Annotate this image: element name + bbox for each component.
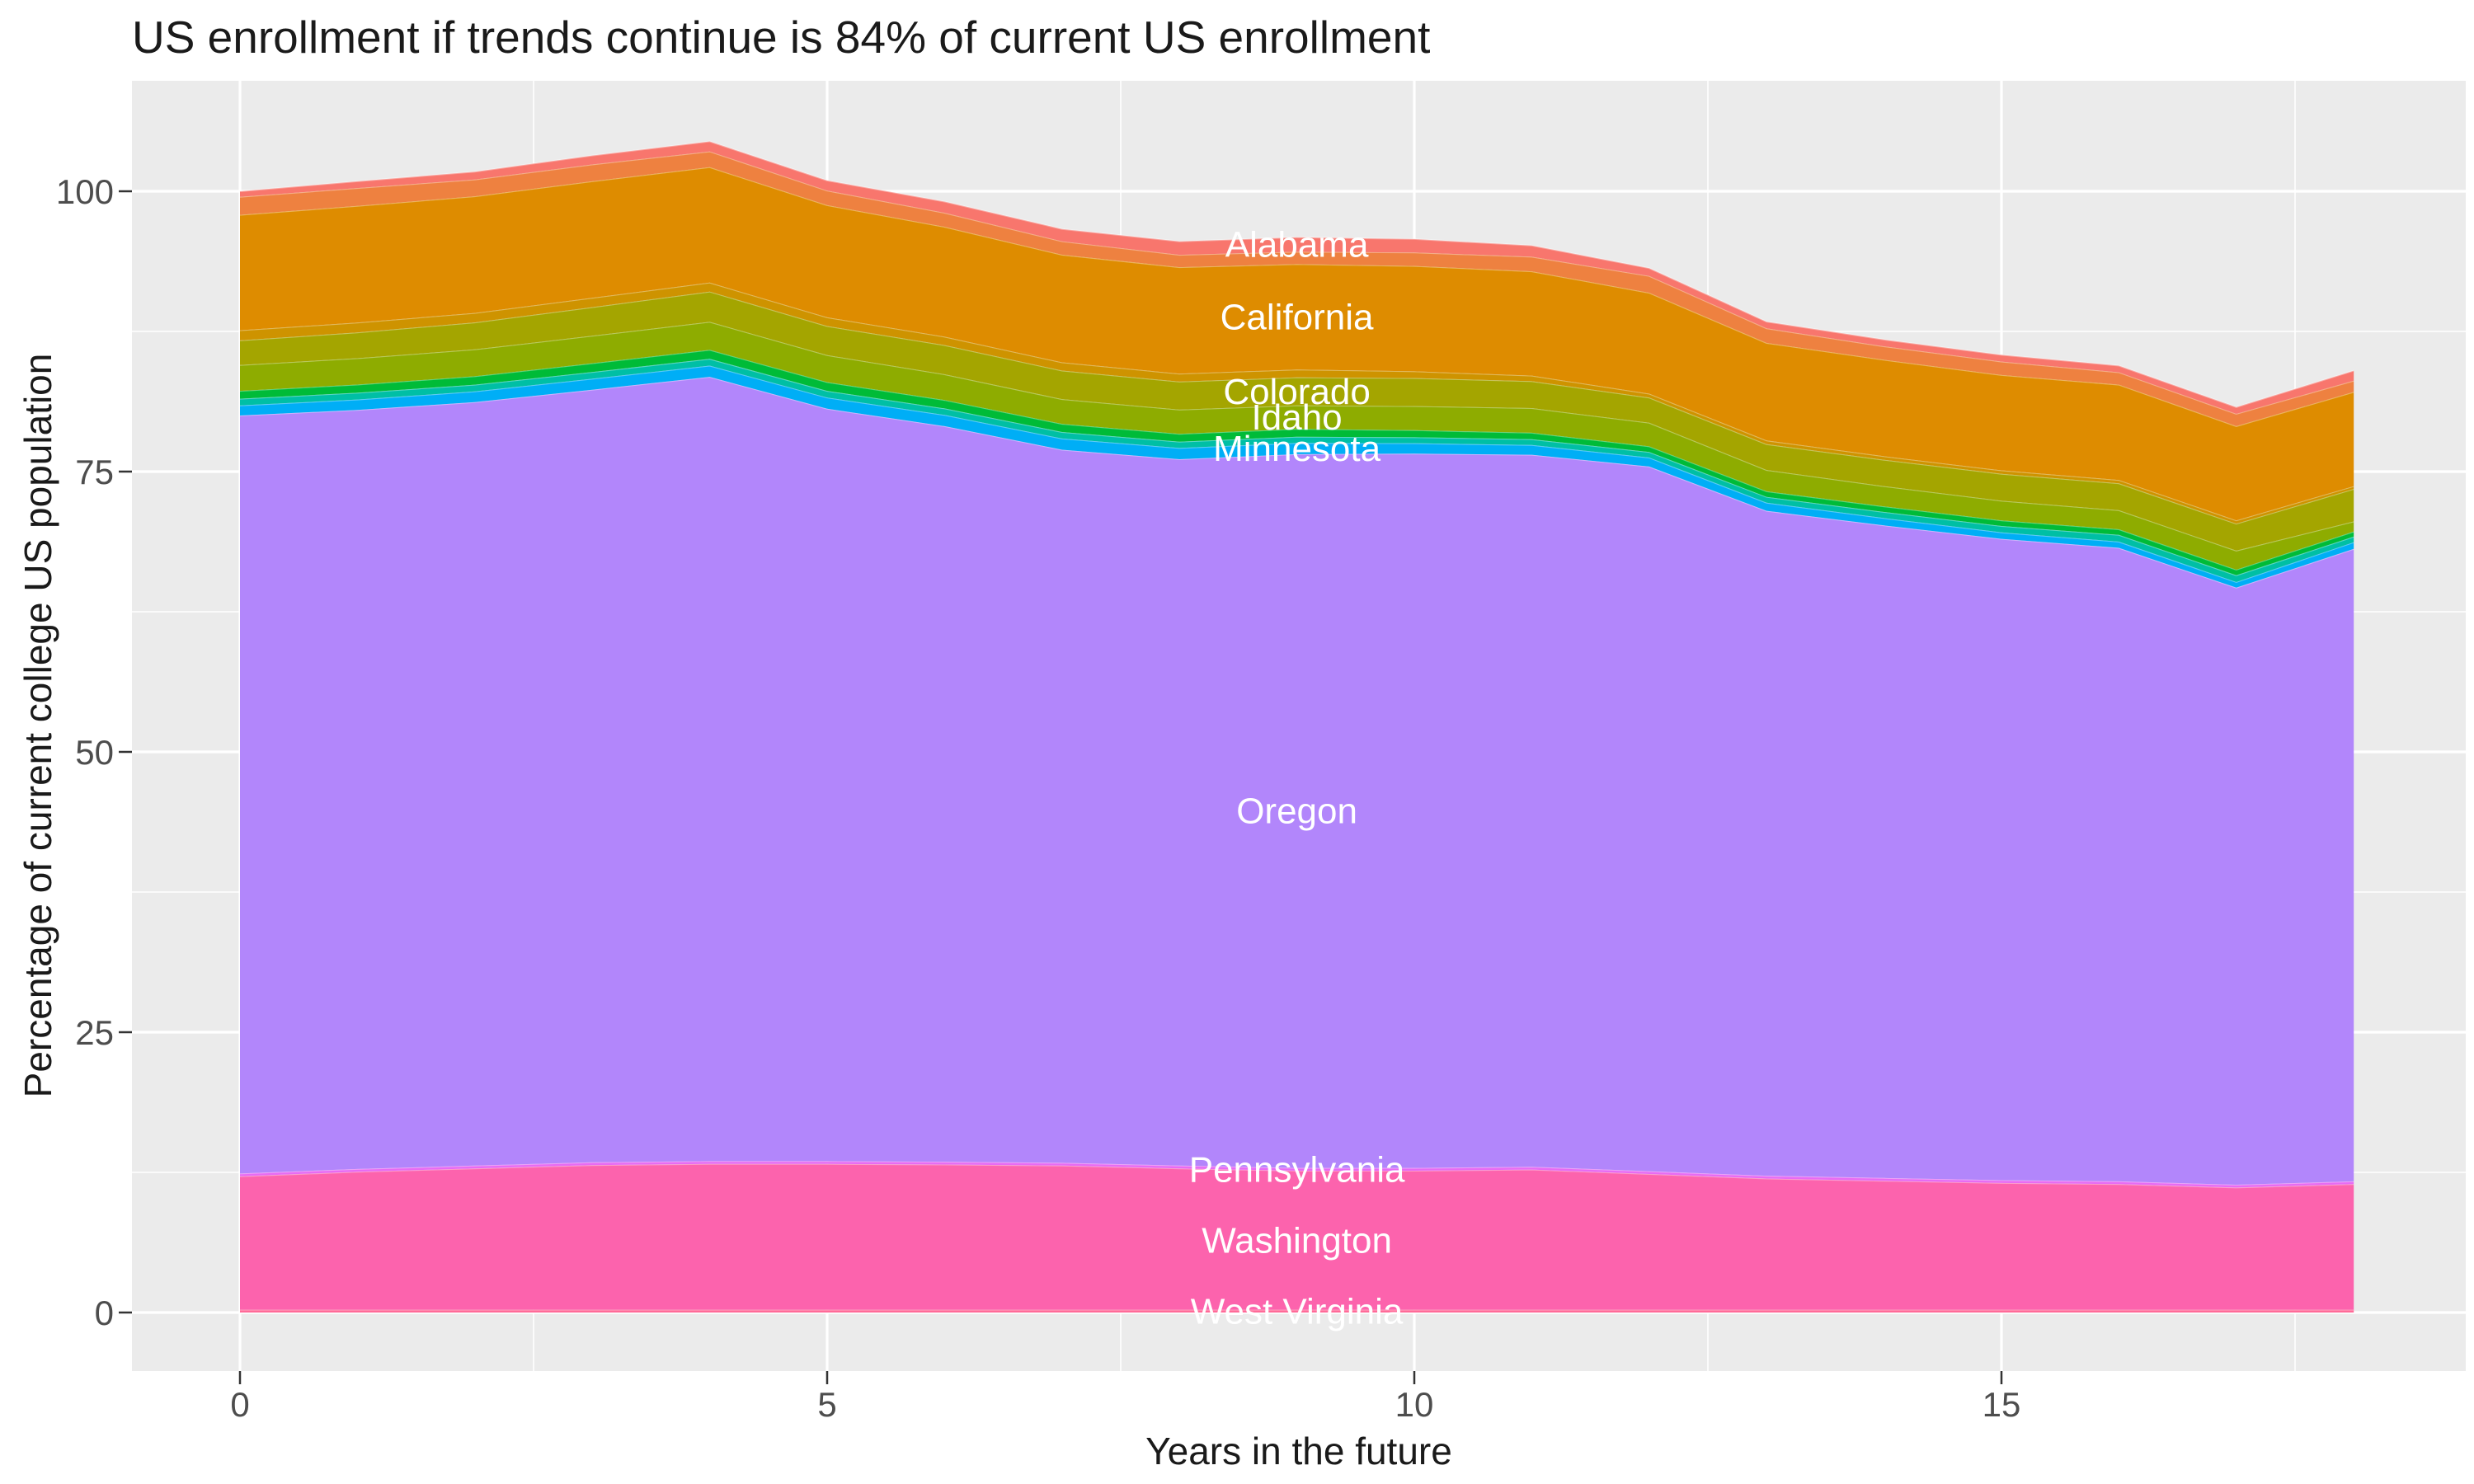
x-axis-title: Years in the future [1145, 1430, 1452, 1472]
chart-title: US enrollment if trends continue is 84% … [132, 12, 1431, 63]
x-tick-label-15: 15 [1982, 1385, 2021, 1424]
y-tick-label-75: 75 [75, 453, 114, 491]
y-tick-label-50: 50 [75, 733, 114, 772]
area-label-minnesota: Minnesota [1213, 429, 1381, 469]
x-tick-label-0: 0 [230, 1385, 249, 1424]
area-oregon [240, 377, 2354, 1186]
area-label-oregon: Oregon [1236, 791, 1357, 832]
area-label-pennsylvania: Pennsylvania [1189, 1149, 1405, 1190]
area-edge-alabama [239, 140, 2354, 408]
y-axis-title: Percentage of current college US populat… [16, 353, 59, 1098]
area-label-colorado: Colorado [1223, 372, 1371, 412]
area-label-west-virginia: West Virginia [1191, 1291, 1404, 1331]
area-label-alabama: Alabama [1225, 225, 1369, 265]
area-label-california: California [1221, 297, 1374, 337]
x-tick-label-10: 10 [1395, 1385, 1434, 1424]
y-tick-label-100: 100 [56, 172, 114, 211]
area-label-washington: Washington [1202, 1220, 1392, 1261]
area-california [240, 167, 2354, 521]
y-tick-label-25: 25 [75, 1013, 114, 1052]
y-tick-label-0: 0 [95, 1294, 114, 1332]
area-west-virginia [240, 1309, 2354, 1313]
x-tick-label-5: 5 [817, 1385, 836, 1424]
area-washington [240, 1163, 2354, 1310]
area-label-idaho: Idaho [1252, 397, 1343, 438]
